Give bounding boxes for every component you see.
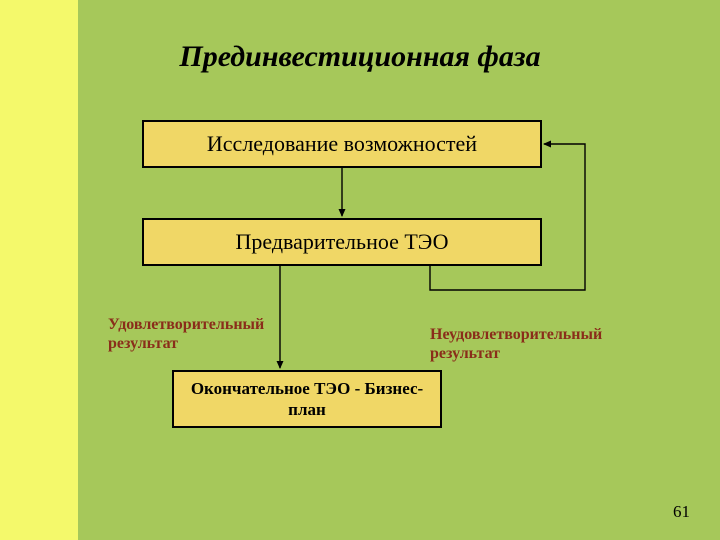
- box-label: Окончательное ТЭО - Бизнес- план: [174, 378, 440, 421]
- box-research-opportunities: Исследование возможностей: [142, 120, 542, 168]
- label-satisfactory-result: Удовлетворительный результат: [108, 315, 308, 353]
- slide-title: Прединвестиционная фаза: [0, 40, 720, 74]
- box-label: Исследование возможностей: [207, 131, 477, 157]
- box-label: Предварительное ТЭО: [235, 229, 448, 255]
- page-number: 61: [673, 502, 690, 522]
- slide-background: [0, 0, 720, 540]
- label-unsatisfactory-result: Неудовлетворительный результат: [430, 325, 650, 363]
- box-preliminary-teo: Предварительное ТЭО: [142, 218, 542, 266]
- yellow-side-strip: [0, 0, 78, 540]
- box-final-teo: Окончательное ТЭО - Бизнес- план: [172, 370, 442, 428]
